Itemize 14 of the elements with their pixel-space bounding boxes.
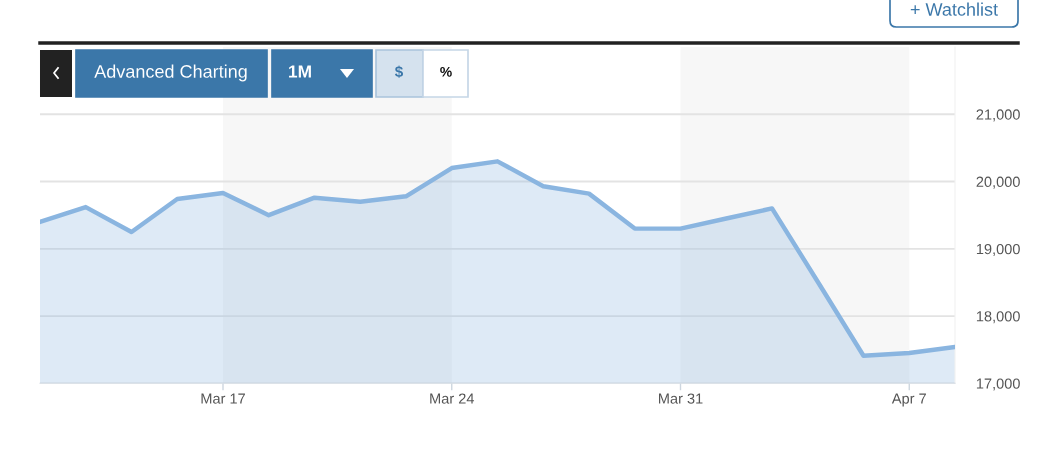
- y-tick-label: 20,000: [976, 176, 1020, 189]
- x-tick-label: Mar 24: [430, 393, 475, 404]
- x-tick-label: Apr 7: [891, 393, 926, 407]
- annotation: %: [440, 66, 452, 77]
- y-tick-label: 17,000: [976, 378, 1020, 391]
- annotation: $: [394, 65, 404, 79]
- y-tick-label: 18,000: [976, 311, 1020, 324]
- annotation: 1M: [289, 65, 311, 78]
- x-tick-label: Mar 31: [659, 393, 703, 404]
- annotation: Advanced Charting: [94, 64, 247, 82]
- y-tick-label: 21,000: [976, 109, 1020, 122]
- y-tick-label: 19,000: [976, 243, 1020, 256]
- x-tick-label: Mar 17: [201, 393, 245, 404]
- text: + Watchlist: [910, 2, 998, 16]
